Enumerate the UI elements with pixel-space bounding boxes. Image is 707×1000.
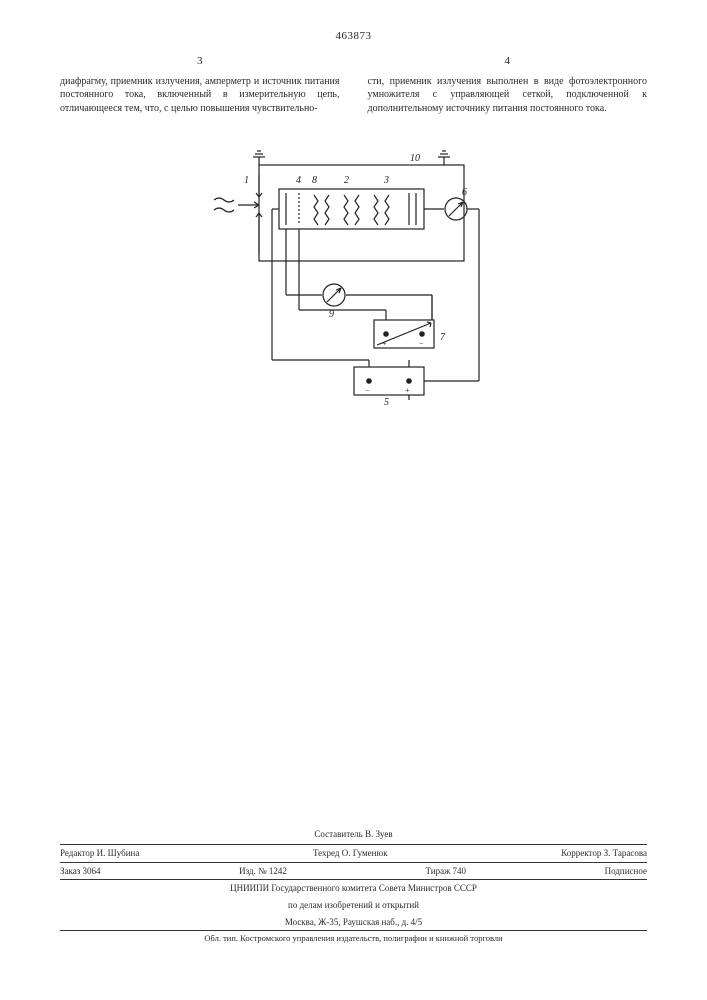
org2: по делам изобретений и открытий (60, 897, 647, 914)
address: Москва, Ж-35, Раушская наб., д. 4/5 (60, 914, 647, 931)
svg-text:4: 4 (296, 175, 301, 186)
left-col-number: 3 (60, 54, 340, 69)
composer-line: Составитель В. Зуев (60, 828, 647, 841)
svg-text:+: + (382, 339, 387, 348)
svg-text:10: 10 (410, 153, 420, 164)
svg-text:8: 8 (312, 175, 317, 186)
svg-text:9: 9 (329, 309, 334, 320)
subscription: Подписное (605, 865, 647, 878)
techred: Техред О. Гуменюк (313, 847, 388, 860)
order: Заказ 3064 (60, 865, 101, 878)
footer: Составитель В. Зуев Редактор И. Шубина Т… (60, 828, 647, 945)
circuit-diagram: + − − + (204, 145, 504, 405)
svg-text:2: 2 (344, 175, 349, 186)
svg-text:6: 6 (462, 187, 467, 198)
svg-text:−: − (365, 386, 370, 395)
right-col-number: 4 (368, 54, 648, 69)
page: 463873 3 диафрагму, приемник излучения, … (0, 0, 707, 1000)
izd: Изд. № 1242 (239, 865, 287, 878)
svg-text:+: + (405, 386, 410, 395)
right-col-text: сти, приемник излучения выполнен в виде … (368, 76, 648, 114)
svg-text:7: 7 (440, 332, 446, 343)
footer-credits-row: Редактор И. Шубина Техред О. Гуменюк Кор… (60, 844, 647, 863)
svg-text:5: 5 (384, 397, 389, 405)
svg-text:1: 1 (244, 175, 249, 186)
right-column: 4 сти, приемник излучения выполнен в вид… (368, 54, 648, 115)
footer-order-row: Заказ 3064 Изд. № 1242 Тираж 740 Подписн… (60, 863, 647, 881)
figure-container: + − − + (60, 145, 647, 405)
printer: Обл. тип. Костромского управления издате… (60, 930, 647, 945)
svg-text:3: 3 (383, 175, 389, 186)
patent-number: 463873 (60, 30, 647, 42)
text-columns: 3 диафрагму, приемник излучения, амперме… (60, 54, 647, 115)
tirage: Тираж 740 (425, 865, 466, 878)
corrector: Корректор З. Тарасова (561, 847, 647, 860)
svg-text:−: − (419, 339, 424, 348)
editor: Редактор И. Шубина (60, 847, 139, 860)
org1: ЦНИИПИ Государственного комитета Совета … (60, 880, 647, 897)
left-column: 3 диафрагму, приемник излучения, амперме… (60, 54, 340, 115)
left-col-text: диафрагму, приемник излучения, амперметр… (60, 76, 340, 114)
